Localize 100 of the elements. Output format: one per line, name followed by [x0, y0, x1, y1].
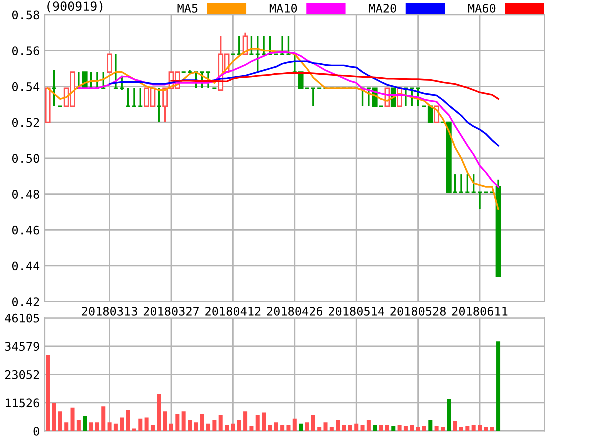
- bar: [490, 428, 494, 432]
- bar: [150, 425, 155, 432]
- bar: [64, 422, 69, 432]
- line-series: [78, 51, 500, 188]
- bar: [200, 414, 204, 432]
- y-tick-label: 0.44: [12, 262, 40, 271]
- bar: [70, 408, 75, 432]
- legend-label: MA60: [468, 4, 496, 13]
- bar: [324, 422, 328, 432]
- x-tick-label: 20180528: [390, 306, 446, 316]
- y-tick-label: 0.48: [12, 190, 40, 199]
- bar: [466, 426, 470, 432]
- x-tick-label: 20180327: [144, 306, 200, 316]
- bar: [102, 406, 106, 432]
- bar: [385, 425, 390, 432]
- bar: [194, 422, 198, 432]
- y-tick-label: 0.52: [12, 118, 40, 128]
- legend-label: MA10: [270, 4, 298, 13]
- bar: [392, 426, 396, 432]
- bar: [416, 428, 420, 432]
- bar: [379, 425, 384, 432]
- bar: [212, 420, 217, 432]
- bar: [120, 418, 124, 432]
- bar: [46, 355, 50, 432]
- bar: [83, 416, 88, 432]
- bar: [231, 424, 236, 432]
- bar: [342, 425, 346, 432]
- bar: [237, 420, 242, 432]
- bar: [206, 424, 211, 432]
- y-tick-label: 0: [34, 426, 40, 436]
- bar: [373, 425, 378, 432]
- bar: [354, 424, 359, 432]
- bar: [336, 420, 340, 432]
- bar: [225, 425, 230, 432]
- legend-label: MA5: [178, 4, 198, 13]
- legend-label: MA20: [369, 4, 396, 13]
- x-tick-label: 20180412: [206, 306, 261, 316]
- x-tick-label: 20180514: [329, 306, 384, 316]
- y-tick-label: 0.42: [12, 298, 40, 307]
- bar: [132, 428, 136, 432]
- x-tick-label: 20180313: [82, 306, 138, 316]
- bar: [268, 425, 272, 432]
- bar: [76, 420, 81, 432]
- bar: [218, 415, 223, 432]
- y-tick-label: 0.54: [12, 82, 40, 92]
- bar: [299, 424, 304, 432]
- bar: [163, 412, 168, 432]
- bar: [58, 412, 62, 432]
- y-tick-label: 46105: [5, 314, 40, 323]
- bar: [250, 426, 254, 432]
- bar: [472, 425, 476, 432]
- bar: [453, 421, 458, 432]
- bar: [311, 415, 316, 432]
- bar: [157, 394, 162, 432]
- chart-title: (900919): [48, 1, 103, 13]
- y-tick-label: 11526: [6, 398, 40, 408]
- bar: [366, 420, 371, 432]
- bar: [89, 422, 94, 432]
- bar: [410, 425, 414, 432]
- bar: [176, 414, 180, 432]
- bar: [182, 412, 186, 432]
- bar: [478, 425, 482, 432]
- bar: [447, 399, 452, 432]
- bar: [434, 426, 439, 432]
- y-tick-label: 0.50: [12, 154, 40, 164]
- bar: [422, 426, 426, 432]
- bar: [274, 422, 278, 432]
- x-tick-label: 20180426: [267, 306, 323, 316]
- bar: [262, 412, 266, 432]
- bar: [360, 425, 365, 432]
- bar: [144, 418, 149, 432]
- y-tick-label: 0.58: [12, 10, 40, 20]
- bar: [138, 418, 143, 432]
- bar: [169, 424, 174, 432]
- y-tick-label: 34579: [5, 342, 40, 352]
- bar: [286, 425, 291, 432]
- bar: [114, 424, 118, 432]
- bar: [398, 425, 402, 432]
- bar: [52, 402, 56, 432]
- candlestick: [107, 54, 112, 74]
- x-tick-label: 20180611: [452, 306, 508, 316]
- line-series: [108, 60, 500, 147]
- bar: [484, 428, 488, 432]
- bar: [292, 418, 297, 432]
- bar: [404, 426, 408, 432]
- bar: [440, 428, 445, 432]
- line-series: [170, 72, 500, 100]
- bar: [244, 412, 248, 432]
- y-tick-label: 0.56: [12, 46, 40, 56]
- bar: [459, 428, 464, 432]
- candlestick: [162, 88, 168, 124]
- bar: [95, 422, 100, 432]
- bar: [188, 420, 192, 432]
- bar: [256, 415, 260, 432]
- bar: [108, 422, 112, 432]
- bar: [305, 422, 310, 432]
- bar: [280, 425, 285, 432]
- bar: [318, 428, 322, 432]
- bar: [428, 420, 433, 432]
- bar: [496, 342, 501, 432]
